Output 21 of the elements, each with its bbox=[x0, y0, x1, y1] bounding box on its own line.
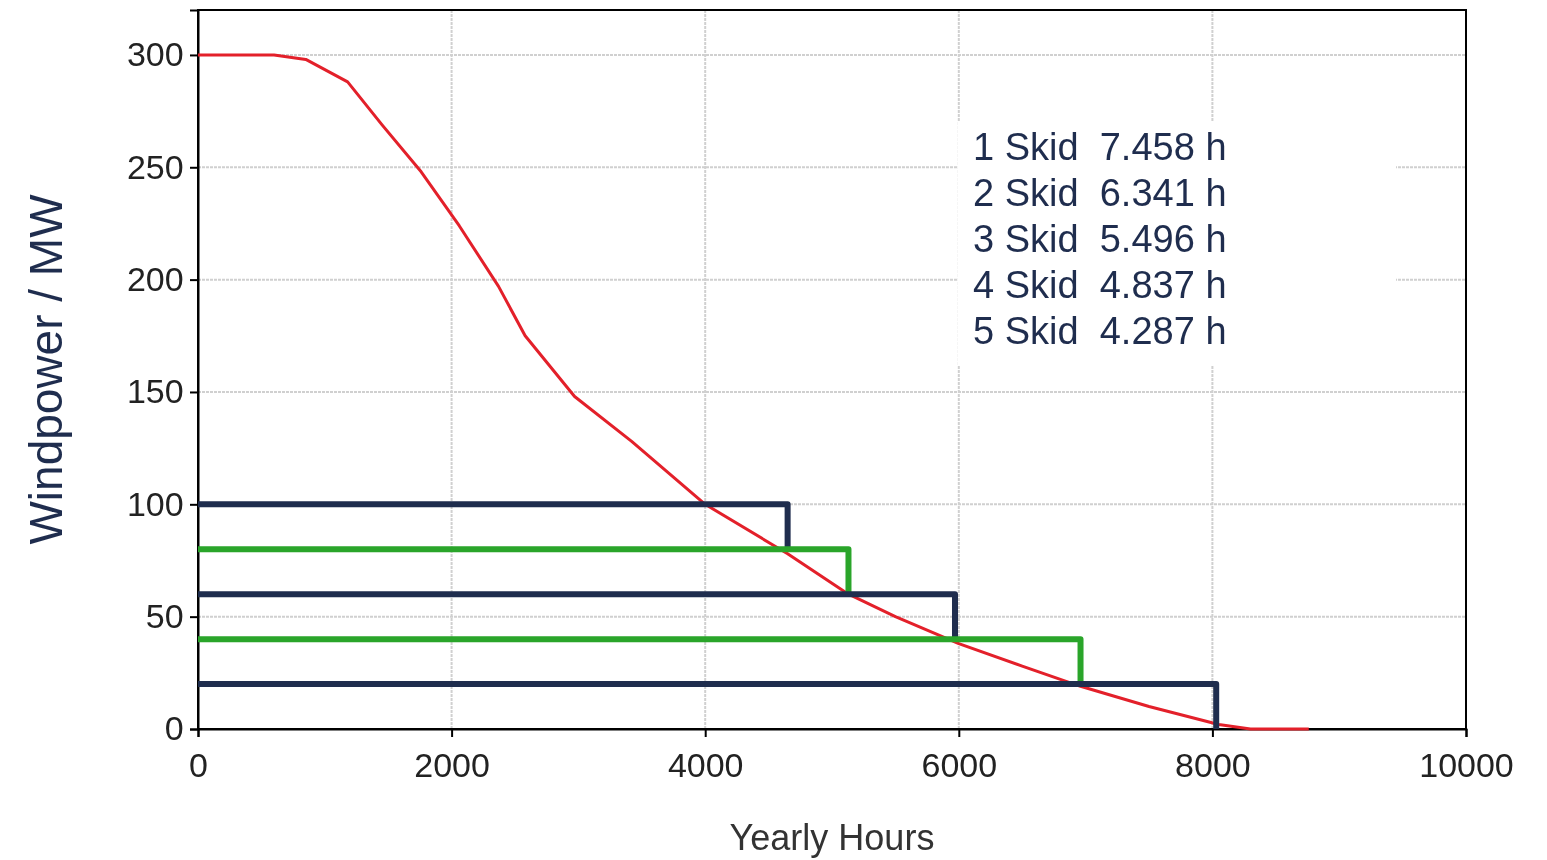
x-tick-label: 2000 bbox=[414, 746, 490, 785]
y-tick-label: 300 bbox=[126, 35, 184, 74]
y-axis-title: Windpower / MW bbox=[20, 193, 72, 545]
annotation: 4 Skid 4.837 h bbox=[973, 264, 1227, 306]
annotation: 5 Skid 4.287 h bbox=[973, 310, 1227, 352]
y-tick-label: 0 bbox=[164, 709, 184, 748]
annotation: 1 Skid 7.458 h bbox=[973, 126, 1227, 168]
x-tick-label: 8000 bbox=[1175, 746, 1251, 785]
x-tick-label: 10000 bbox=[1419, 746, 1514, 785]
x-axis-title: Yearly Hours bbox=[729, 817, 935, 858]
y-tick-label: 50 bbox=[145, 597, 184, 636]
annotation: 3 Skid 5.496 h bbox=[973, 218, 1227, 260]
x-tick-label: 4000 bbox=[667, 746, 744, 785]
x-tick-label: 0 bbox=[189, 746, 208, 785]
x-tick-label: 6000 bbox=[921, 746, 998, 785]
y-tick-label: 100 bbox=[126, 484, 184, 523]
y-tick-label: 250 bbox=[126, 147, 184, 186]
y-tick-label: 200 bbox=[126, 260, 184, 299]
annotation: 2 Skid 6.341 h bbox=[973, 172, 1227, 214]
y-tick-label: 150 bbox=[126, 372, 184, 411]
line-series bbox=[196, 53, 1311, 731]
